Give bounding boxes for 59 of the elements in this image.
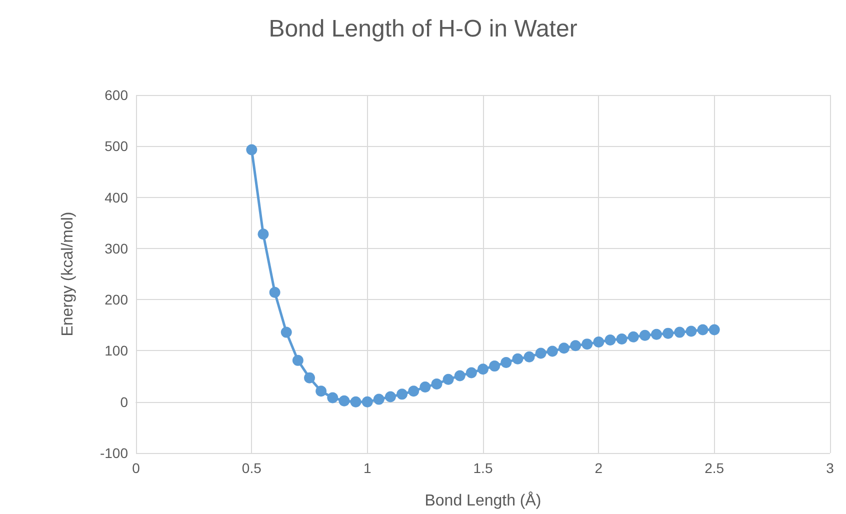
y-tick-label: 100 — [104, 342, 128, 359]
point — [628, 331, 639, 342]
x-tick-label: 2.5 — [704, 460, 724, 476]
y-tick-label: 200 — [104, 292, 128, 308]
point — [489, 360, 500, 372]
point — [524, 351, 535, 362]
point — [500, 356, 512, 368]
point — [304, 372, 315, 384]
point — [316, 386, 327, 397]
point — [546, 346, 558, 357]
point — [442, 374, 454, 385]
point — [478, 364, 488, 375]
point — [362, 396, 373, 408]
point — [512, 353, 524, 364]
y-tick-label: -100 — [100, 445, 128, 461]
point — [582, 338, 593, 350]
point — [431, 378, 442, 390]
point — [604, 334, 616, 346]
point — [697, 324, 708, 336]
x-tick-label: 3 — [826, 460, 834, 476]
point — [373, 394, 384, 405]
x-tick-label: 0.5 — [242, 460, 262, 476]
point — [280, 326, 292, 338]
point — [420, 382, 431, 393]
point — [674, 326, 686, 338]
x-tick-label: 1.5 — [473, 460, 493, 476]
y-tick-label: 500 — [104, 138, 128, 154]
point — [593, 336, 604, 348]
point — [396, 388, 408, 400]
point — [258, 228, 269, 240]
point — [535, 348, 546, 359]
y-tick-label: 0 — [120, 394, 128, 410]
point — [639, 330, 650, 341]
point — [350, 396, 362, 408]
point — [384, 391, 396, 402]
y-tick-label: 400 — [104, 189, 128, 206]
point — [408, 386, 420, 397]
point — [708, 324, 720, 336]
y-tick-label: 300 — [104, 240, 128, 256]
point — [662, 328, 674, 339]
point — [454, 370, 466, 382]
x-tick-label: 0 — [132, 460, 140, 476]
point — [246, 144, 258, 156]
x-tick-label: 1 — [363, 460, 372, 476]
point — [338, 395, 350, 406]
point — [686, 326, 697, 337]
point — [616, 333, 628, 344]
point — [570, 340, 582, 352]
point — [558, 342, 570, 354]
point — [269, 286, 280, 298]
x-tick-label: 2 — [594, 460, 603, 476]
y-tick-label: 600 — [104, 87, 128, 103]
point — [466, 367, 477, 378]
point — [327, 392, 338, 404]
point — [292, 354, 304, 366]
y-axis-title: Energy (kcal/mol) — [60, 212, 76, 336]
point — [651, 328, 662, 340]
x-axis-title: Bond Length (Å) — [424, 492, 542, 510]
chart-title: Bond Length of H-O in Water — [268, 16, 578, 42]
